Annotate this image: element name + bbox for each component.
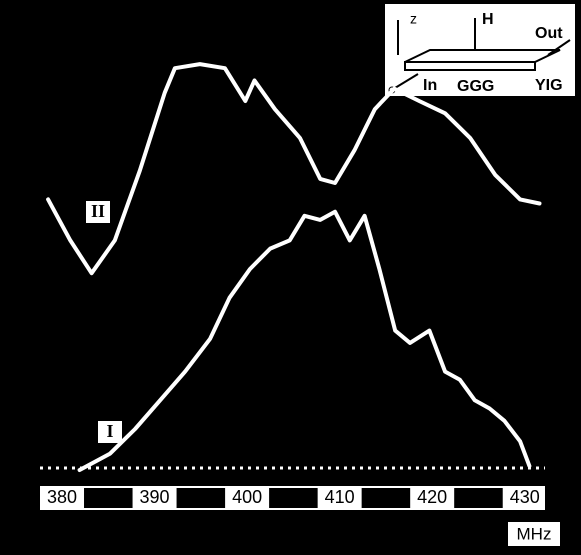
inset-label: YIG	[535, 77, 563, 94]
slab-side	[404, 61, 536, 71]
axis-separator	[361, 488, 411, 508]
axis-separator	[176, 488, 226, 508]
unit-box	[508, 522, 560, 546]
x-tick-label: 410	[325, 487, 355, 507]
axis-separator	[84, 488, 133, 508]
inset-label: In	[423, 77, 437, 94]
inset-diagram: z H Out In GGG YIG	[385, 4, 575, 96]
inset-label: GGG	[457, 78, 494, 95]
series-label: II	[91, 201, 105, 221]
x-tick-label: 390	[140, 487, 170, 507]
axis-separator	[269, 488, 318, 508]
series-label-box	[98, 421, 122, 443]
axis-separator	[454, 488, 503, 508]
x-tick-label: 380	[47, 487, 77, 507]
series-line	[77, 209, 532, 472]
x-axis-label: MHz	[517, 524, 552, 543]
inset-label: H	[482, 11, 494, 28]
inset-label: z	[410, 11, 417, 27]
in-arrow	[394, 73, 419, 89]
out-arrow	[547, 39, 571, 56]
x-tick-label: 400	[232, 487, 262, 507]
series-label: I	[106, 421, 113, 441]
series-label-box	[86, 201, 110, 223]
series-line	[46, 62, 542, 276]
x-tick-label: 420	[417, 487, 447, 507]
x-tick-label: 430	[510, 487, 540, 507]
inset-label: Out	[535, 25, 563, 42]
